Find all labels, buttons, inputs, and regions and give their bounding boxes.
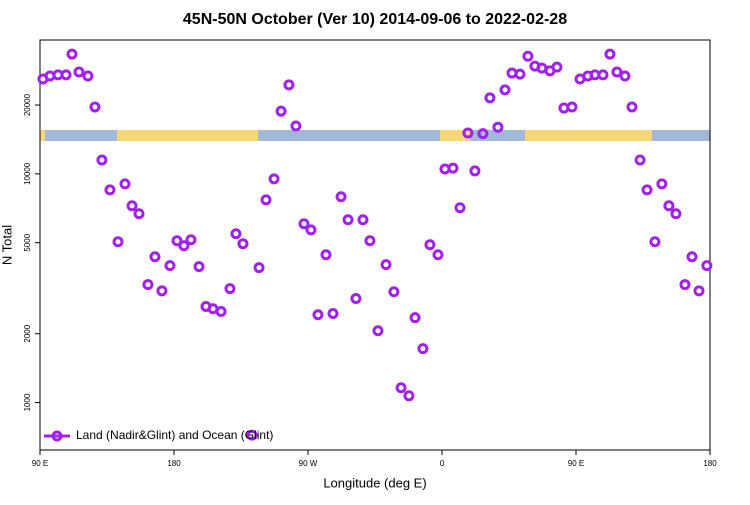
data-point	[268, 173, 280, 185]
data-point	[656, 178, 668, 190]
x-axis-label: Longitude (deg E)	[323, 475, 426, 490]
data-point	[224, 283, 236, 295]
data-point	[237, 238, 249, 250]
data-point	[126, 200, 138, 212]
data-point	[619, 70, 631, 82]
data-point	[409, 312, 421, 324]
legend-marker	[51, 430, 63, 442]
data-point	[462, 127, 474, 139]
x-tick-label: 90 E	[568, 459, 584, 468]
data-point	[253, 262, 265, 274]
data-point	[305, 224, 317, 236]
data-point	[275, 105, 287, 117]
data-point	[597, 69, 609, 81]
data-point	[686, 251, 698, 263]
data-point	[335, 191, 347, 203]
x-tick-label: 90 E	[32, 459, 48, 468]
data-point	[142, 279, 154, 291]
data-point	[327, 308, 339, 320]
data-point	[320, 249, 332, 261]
map-strip	[40, 130, 710, 141]
y-tick-label: 1000	[23, 393, 32, 411]
data-point	[164, 260, 176, 272]
data-point	[133, 208, 145, 220]
data-point	[119, 178, 131, 190]
data-point	[178, 240, 190, 252]
data-point	[364, 235, 376, 247]
data-point	[484, 92, 496, 104]
data-point	[193, 261, 205, 273]
data-point	[693, 285, 705, 297]
data-point	[388, 286, 400, 298]
data-point	[663, 200, 675, 212]
data-point	[701, 260, 713, 272]
data-point	[679, 279, 691, 291]
data-point	[60, 69, 72, 81]
data-point	[611, 66, 623, 78]
data-point	[104, 184, 116, 196]
data-point	[634, 154, 646, 166]
data-point	[96, 154, 108, 166]
data-point	[89, 101, 101, 113]
y-tick-label: 2000	[23, 324, 32, 342]
legend-label: Land (Nadir&Glint) and Ocean (Glint)	[76, 428, 273, 442]
data-point	[447, 162, 459, 174]
data-point	[670, 208, 682, 220]
data-point	[492, 121, 504, 133]
data-point	[342, 214, 354, 226]
data-point	[246, 429, 258, 441]
data-point	[514, 68, 526, 80]
data-point	[551, 61, 563, 73]
data-point	[260, 194, 272, 206]
data-point	[171, 235, 183, 247]
data-point	[283, 79, 295, 91]
data-point	[82, 70, 94, 82]
data-point	[424, 239, 436, 251]
data-point	[432, 249, 444, 261]
data-point	[626, 101, 638, 113]
data-point	[395, 382, 407, 394]
x-tick-label: 180	[167, 459, 181, 468]
y-axis-label: N Total	[0, 225, 14, 265]
data-point	[417, 343, 429, 355]
chart-title: 45N-50N October (Ver 10) 2014-09-06 to 2…	[183, 11, 567, 28]
data-point	[215, 306, 227, 318]
data-point	[312, 309, 324, 321]
x-tick-label: 90 W	[299, 459, 318, 468]
data-point	[649, 236, 661, 248]
data-point	[298, 218, 310, 230]
data-point	[350, 293, 362, 305]
y-tick-label: 20000	[23, 93, 32, 116]
data-point	[380, 259, 392, 271]
plot-frame	[39, 39, 711, 451]
data-point	[230, 228, 242, 240]
data-point	[499, 84, 511, 96]
data-point	[566, 101, 578, 113]
y-tick-label: 10000	[23, 162, 32, 185]
data-point	[403, 390, 415, 402]
y-tick-label: 5000	[23, 233, 32, 251]
data-point	[522, 50, 534, 62]
data-point	[156, 285, 168, 297]
data-point	[66, 48, 78, 60]
x-tick-label: 0	[440, 459, 445, 468]
data-point	[73, 66, 85, 78]
data-point	[641, 184, 653, 196]
data-point	[477, 128, 489, 140]
data-point	[372, 325, 384, 337]
x-tick-label: 180	[703, 459, 717, 468]
data-point	[604, 48, 616, 60]
data-point	[454, 202, 466, 214]
data-point	[469, 165, 481, 177]
data-point	[112, 236, 124, 248]
data-point	[149, 251, 161, 263]
data-point	[185, 234, 197, 246]
data-point	[357, 214, 369, 226]
data-point	[290, 120, 302, 132]
